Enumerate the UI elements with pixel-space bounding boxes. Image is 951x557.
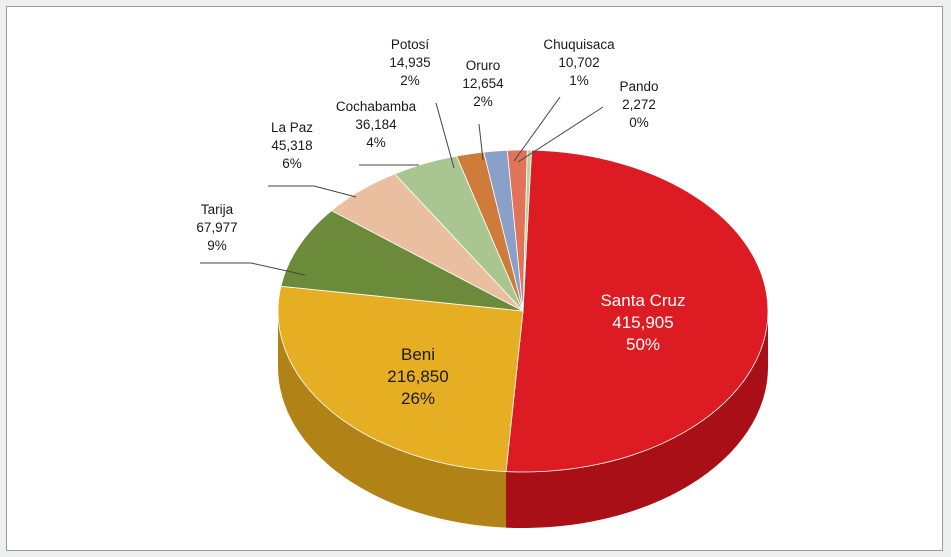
chart-frame: Santa Cruz 415,905 50% Beni 216,850 26% Tarija… (6, 6, 943, 551)
slice-label-tarija-name: Tarija (201, 202, 234, 217)
slice-label-tarija-percent: 9% (207, 238, 227, 253)
slice-label-santa-cruz-name: Santa Cruz (600, 291, 685, 310)
slice-label-potos--percent: 2% (400, 73, 420, 88)
pie-side-santa-cruz (506, 311, 768, 528)
pie-slice-tarija (280, 210, 524, 312)
slice-label-la-paz-name: La Paz (271, 120, 313, 135)
slice-label-beni-name: Beni (401, 345, 435, 364)
slice-label-pando-name: Pando (619, 79, 658, 94)
slice-label-oruro-value: 12,654 (462, 76, 504, 91)
pie-top-group (277, 149, 769, 473)
slice-label-cochabamba-percent: 4% (366, 135, 386, 150)
slice-label-cochabamba-value: 36,184 (355, 117, 397, 132)
slice-label-chuquisaca-name: Chuquisaca (543, 37, 615, 52)
slice-label-chuquisaca-percent: 1% (569, 73, 589, 88)
pie-labels: Santa Cruz 415,905 50% Beni 216,850 26% Tarija… (196, 37, 685, 408)
leader-line-tarija (200, 262, 306, 276)
pie-slice-pando (522, 149, 532, 312)
slice-label-chuquisaca-value: 10,702 (558, 55, 599, 70)
slice-label-potos--name: Potosí (391, 37, 430, 52)
leader-line-potos- (435, 102, 455, 169)
slice-label-cochabamba-name: Cochabamba (336, 99, 417, 114)
pie-chart: Santa Cruz 415,905 50% Beni 216,850 26% Tarija… (196, 37, 769, 528)
slice-label-la-paz-percent: 6% (282, 156, 302, 171)
slice-label-tarija-value: 67,977 (196, 220, 237, 235)
pie-slice-beni (277, 285, 524, 473)
slice-label-potos--value: 14,935 (389, 55, 430, 70)
slice-label-pando-percent: 0% (629, 115, 649, 130)
slice-label-beni-percent: 26% (401, 389, 435, 408)
slice-label-pando-value: 2,272 (622, 97, 656, 112)
pie-side-beni (277, 311, 507, 528)
pie-side-group (277, 311, 768, 528)
slice-label-la-paz-value: 45,318 (271, 138, 312, 153)
slice-label-oruro-percent: 2% (473, 94, 493, 109)
leader-line-oruro (478, 123, 484, 161)
slice-label-beni-value: 216,850 (387, 367, 448, 386)
slice-label-santa-cruz-percent: 50% (626, 335, 660, 354)
pie-slice-santa-cruz (505, 149, 769, 473)
slice-label-oruro-name: Oruro (466, 58, 501, 73)
leader-line-la-paz (268, 185, 357, 198)
leader-line-chuquisaca (513, 96, 561, 162)
leader-line-pando (517, 106, 604, 163)
slice-label-santa-cruz-value: 415,905 (612, 313, 673, 332)
